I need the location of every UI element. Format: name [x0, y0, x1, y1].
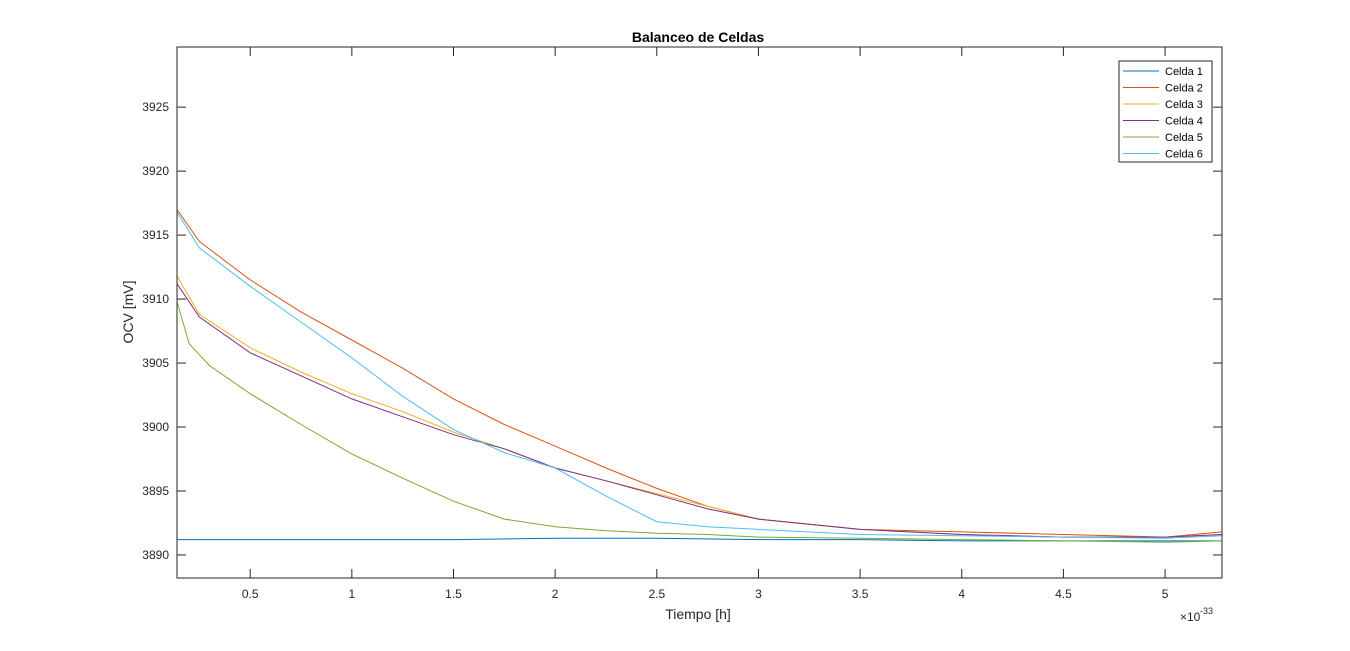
chart-title: Balanceo de Celdas	[632, 29, 764, 45]
x-tick-label: 5	[1162, 587, 1169, 601]
legend-entry-label: Celda 5	[1165, 132, 1203, 144]
y-tick-label: 3925	[142, 100, 169, 114]
y-axis: 3890 3895 3900 3905 3910 3915 3920 3925	[142, 100, 1222, 562]
x-axis-exponent: ×10 -33	[1180, 606, 1213, 624]
x-exponent-power: -33	[1200, 606, 1213, 616]
x-axis: 0.5 1 1.5 2 2.5 3 3.5 4 4.5 5	[242, 47, 1169, 601]
legend-box	[1118, 60, 1213, 163]
series-line-celda-6	[177, 211, 1222, 539]
y-tick-label: 3890	[142, 548, 169, 562]
y-tick-label: 3905	[142, 356, 169, 370]
x-tick-label: 3	[755, 587, 762, 601]
legend-entry-label: Celda 3	[1165, 99, 1203, 111]
series-line-celda-3	[177, 275, 1222, 538]
y-tick-label: 3915	[142, 228, 169, 242]
legend-entry-label: Celda 6	[1165, 149, 1203, 161]
x-tick-label: 4.5	[1055, 587, 1072, 601]
x-tick-label: 2.5	[648, 587, 665, 601]
plot-area-frame	[176, 46, 1223, 579]
x-tick-label: 0.5	[242, 587, 259, 601]
series-line-celda-2	[177, 209, 1222, 538]
x-exponent-base: ×10	[1180, 610, 1201, 624]
x-tick-label: 1	[349, 587, 356, 601]
y-tick-label: 3900	[142, 420, 169, 434]
x-tick-label: 1.5	[445, 587, 462, 601]
y-tick-label: 3910	[142, 292, 169, 306]
series-line-celda-5	[177, 301, 1222, 543]
legend-entry-label: Celda 2	[1165, 83, 1203, 95]
y-tick-label: 3895	[142, 484, 169, 498]
legend-entry-label: Celda 1	[1165, 66, 1203, 78]
legend: Celda 1 Celda 2 Celda 3 Celda 4 Celda 5 Celda…	[1118, 60, 1213, 163]
y-axis-label: OCV [mV]	[120, 280, 136, 343]
x-tick-label: 3.5	[852, 587, 869, 601]
y-tick-label: 3920	[142, 164, 169, 178]
legend-entry-label: Celda 4	[1165, 116, 1203, 128]
x-axis-label: Tiempo [h]	[665, 606, 731, 622]
x-tick-label: 4	[958, 587, 965, 601]
series-line-celda-4	[177, 283, 1222, 538]
x-tick-label: 2	[552, 587, 559, 601]
